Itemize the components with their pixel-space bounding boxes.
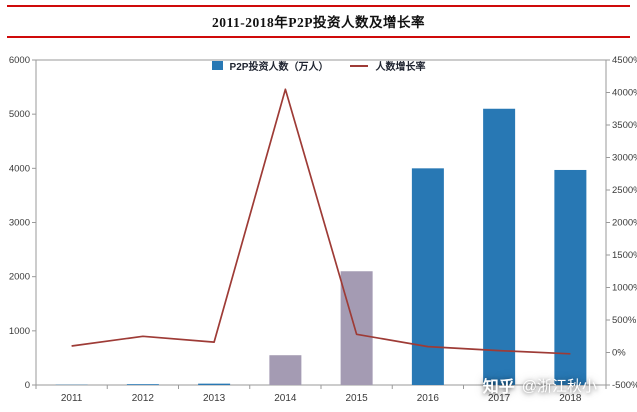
bar-2013 — [198, 384, 230, 385]
svg-text:5000: 5000 — [9, 109, 30, 120]
svg-text:4000%: 4000% — [612, 88, 637, 99]
svg-text:2015: 2015 — [346, 393, 369, 404]
svg-text:1000%: 1000% — [612, 283, 637, 294]
svg-text:3000: 3000 — [9, 218, 30, 229]
bar-2017 — [483, 109, 515, 385]
svg-text:2014: 2014 — [274, 393, 297, 404]
bar-series-label: P2P投资人数（万人） — [230, 58, 329, 73]
svg-text:3500%: 3500% — [612, 120, 637, 131]
bar-2015 — [341, 271, 373, 385]
watermark: 知乎 @浙江秋小 — [483, 373, 597, 397]
svg-text:2500%: 2500% — [612, 185, 637, 196]
svg-text:1500%: 1500% — [612, 250, 637, 261]
svg-text:0%: 0% — [612, 348, 626, 359]
chart-area: 0 1000 2000 3000 4000 5000 6000 -500% 0% 500% 1000… — [0, 38, 637, 407]
combo-chart: 0 1000 2000 3000 4000 5000 6000 -500% 0% 500% 1000… — [0, 38, 637, 407]
svg-text:500%: 500% — [612, 315, 637, 326]
line-series-label: 人数增长率 — [375, 58, 425, 73]
svg-text:4500%: 4500% — [612, 55, 637, 66]
bar-series-swatch — [212, 61, 223, 70]
svg-text:2012: 2012 — [132, 393, 155, 404]
bar-2012 — [127, 384, 159, 385]
svg-text:2016: 2016 — [417, 393, 440, 404]
zhihu-logo: 知乎 — [483, 373, 515, 397]
svg-text:1000: 1000 — [9, 326, 30, 337]
svg-text:2000%: 2000% — [612, 218, 637, 229]
line-series-swatch — [350, 65, 368, 67]
svg-text:3000%: 3000% — [612, 153, 637, 164]
left-axis: 0 1000 2000 3000 4000 5000 6000 — [9, 55, 36, 391]
watermark-handle: @浙江秋小 — [522, 375, 597, 396]
svg-text:6000: 6000 — [9, 55, 30, 66]
legend: P2P投资人数（万人） 人数增长率 — [212, 58, 426, 73]
svg-text:-500%: -500% — [612, 380, 637, 391]
svg-text:0: 0 — [25, 380, 30, 391]
right-axis: -500% 0% 500% 1000% 1500% 2000% 2500% 3000% 3500… — [606, 55, 637, 391]
svg-text:2011: 2011 — [61, 393, 83, 404]
svg-text:4000: 4000 — [9, 163, 30, 174]
plot-frame — [36, 60, 606, 385]
svg-text:2013: 2013 — [203, 393, 226, 404]
bars-p2p-investors — [56, 109, 587, 385]
bar-2016 — [412, 168, 444, 385]
svg-text:2000: 2000 — [9, 272, 30, 283]
bar-2014 — [269, 355, 301, 385]
chart-title: 2011-2018年P2P投资人数及增长率 — [7, 5, 630, 38]
